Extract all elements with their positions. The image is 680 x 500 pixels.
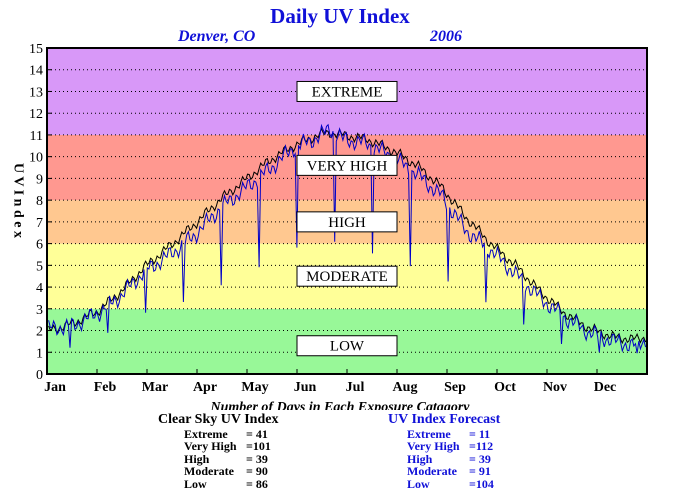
band-label-very-high: VERY HIGH — [307, 158, 388, 174]
x-tick-label: Aug — [393, 380, 418, 395]
stat-value: =112 — [469, 439, 494, 453]
band-label-low: LOW — [330, 339, 365, 355]
chart-subtitle-year: 2006 — [429, 28, 462, 45]
y-tick-label: 4 — [36, 281, 43, 296]
uv-chart: Daily UV Index Denver, CO 2006 LOW MODERA… — [11, 4, 648, 410]
band-label-extreme: EXTREME — [312, 84, 383, 100]
stat-label: Very High — [184, 439, 237, 453]
stat-row: Extreme = 11 — [388, 426, 500, 441]
stat-value: = 90 — [246, 464, 268, 478]
x-tick-label: Mar — [142, 380, 168, 395]
y-tick-label: 6 — [36, 238, 43, 253]
stat-label: Low — [407, 476, 430, 491]
forecast-stats: UV Index Forecast Extreme = 11 Very High =… — [388, 412, 501, 491]
stat-value: = 39 — [469, 451, 491, 466]
band-label-moderate: MODERATE — [306, 269, 388, 285]
series-line — [48, 123, 648, 354]
x-tick-label: Oct — [494, 380, 516, 395]
y-tick-label: 12 — [29, 107, 43, 122]
y-tick-label: 0 — [36, 368, 43, 383]
y-tick-label: 1 — [36, 346, 43, 361]
stat-value: = 91 — [469, 464, 491, 478]
stat-row: Low = 86 — [158, 476, 278, 491]
x-axis-label: Number of Days in Each Exposure Catagory — [209, 400, 470, 410]
stat-label: Moderate — [407, 464, 457, 478]
band-label-box-high — [296, 211, 398, 233]
x-tick-label: Jun — [294, 380, 317, 395]
band-label-high: HIGH — [328, 215, 366, 231]
x-axis-ticks: Jan Feb Mar Apr May Jun Jul Aug Sep Oct Nov Dec — [44, 369, 616, 395]
stat-value: =101 — [246, 439, 271, 453]
y-tick-label: 11 — [30, 129, 43, 144]
x-tick-label: Nov — [543, 380, 567, 395]
stat-value: = 86 — [246, 476, 268, 491]
stat-label: Very High — [407, 439, 460, 453]
chart-subtitle-location: Denver, CO — [177, 28, 256, 45]
band-label-box-very-high — [296, 154, 398, 176]
y-tick-label: 7 — [36, 216, 43, 231]
clear-sky-heading: Clear Sky UV Index — [158, 412, 279, 427]
stat-value: =104 — [469, 476, 494, 491]
series-line — [48, 127, 648, 345]
stat-label: Low — [184, 476, 207, 491]
stat-value: = 41 — [246, 426, 268, 441]
y-tick-label: 15 — [29, 42, 43, 57]
stat-label: Extreme — [407, 426, 451, 441]
x-tick-label: May — [241, 380, 268, 395]
stat-label: Moderate — [184, 464, 234, 478]
band-label-box-low — [296, 335, 398, 357]
stat-row: Moderate = 90 — [158, 465, 278, 478]
band-labels: LOW MODERATE HIGH VERY HIGH EXTREME — [296, 80, 398, 357]
forecast-heading: UV Index Forecast — [388, 412, 501, 427]
band-label-box-moderate — [296, 265, 398, 287]
x-tick-label: Dec — [594, 380, 617, 395]
series-lines — [48, 123, 648, 354]
stat-row: High = 39 — [158, 451, 278, 466]
y-tick-label: 2 — [36, 325, 43, 340]
stat-row: Very High =101 — [158, 440, 278, 453]
y-tick-label: 8 — [36, 194, 43, 209]
x-tick-label: Feb — [94, 380, 117, 395]
y-tick-label: 3 — [36, 303, 43, 318]
stat-label: High — [184, 451, 210, 466]
stat-value: = 39 — [246, 451, 268, 466]
x-tick-label: Jul — [346, 380, 365, 395]
x-tick-label: Jan — [44, 380, 66, 395]
clear-sky-stats: Clear Sky UV Index Extreme = 41 Very High… — [158, 412, 279, 491]
band-label-box-extreme — [296, 80, 398, 102]
y-tick-label: 5 — [36, 259, 43, 274]
x-tick-label: Sep — [444, 380, 466, 395]
stat-label: Extreme — [184, 426, 228, 441]
stat-label: High — [407, 451, 433, 466]
y-tick-label: 10 — [29, 151, 43, 166]
stat-row: Very High =112 — [388, 440, 500, 453]
stat-row: Moderate = 91 — [388, 465, 500, 478]
x-tick-label: Apr — [193, 380, 217, 395]
y-tick-label: 9 — [36, 172, 43, 187]
stat-row: High = 39 — [388, 451, 500, 466]
y-tick-label: 14 — [29, 64, 43, 79]
stat-row: Extreme = 41 — [158, 426, 278, 441]
stat-value: = 11 — [469, 426, 491, 441]
chart-title: Daily UV Index — [270, 4, 410, 28]
stat-row: Low =104 — [388, 476, 500, 491]
y-tick-label: 13 — [29, 85, 43, 100]
y-axis-label: U V I n d e x — [11, 163, 26, 238]
